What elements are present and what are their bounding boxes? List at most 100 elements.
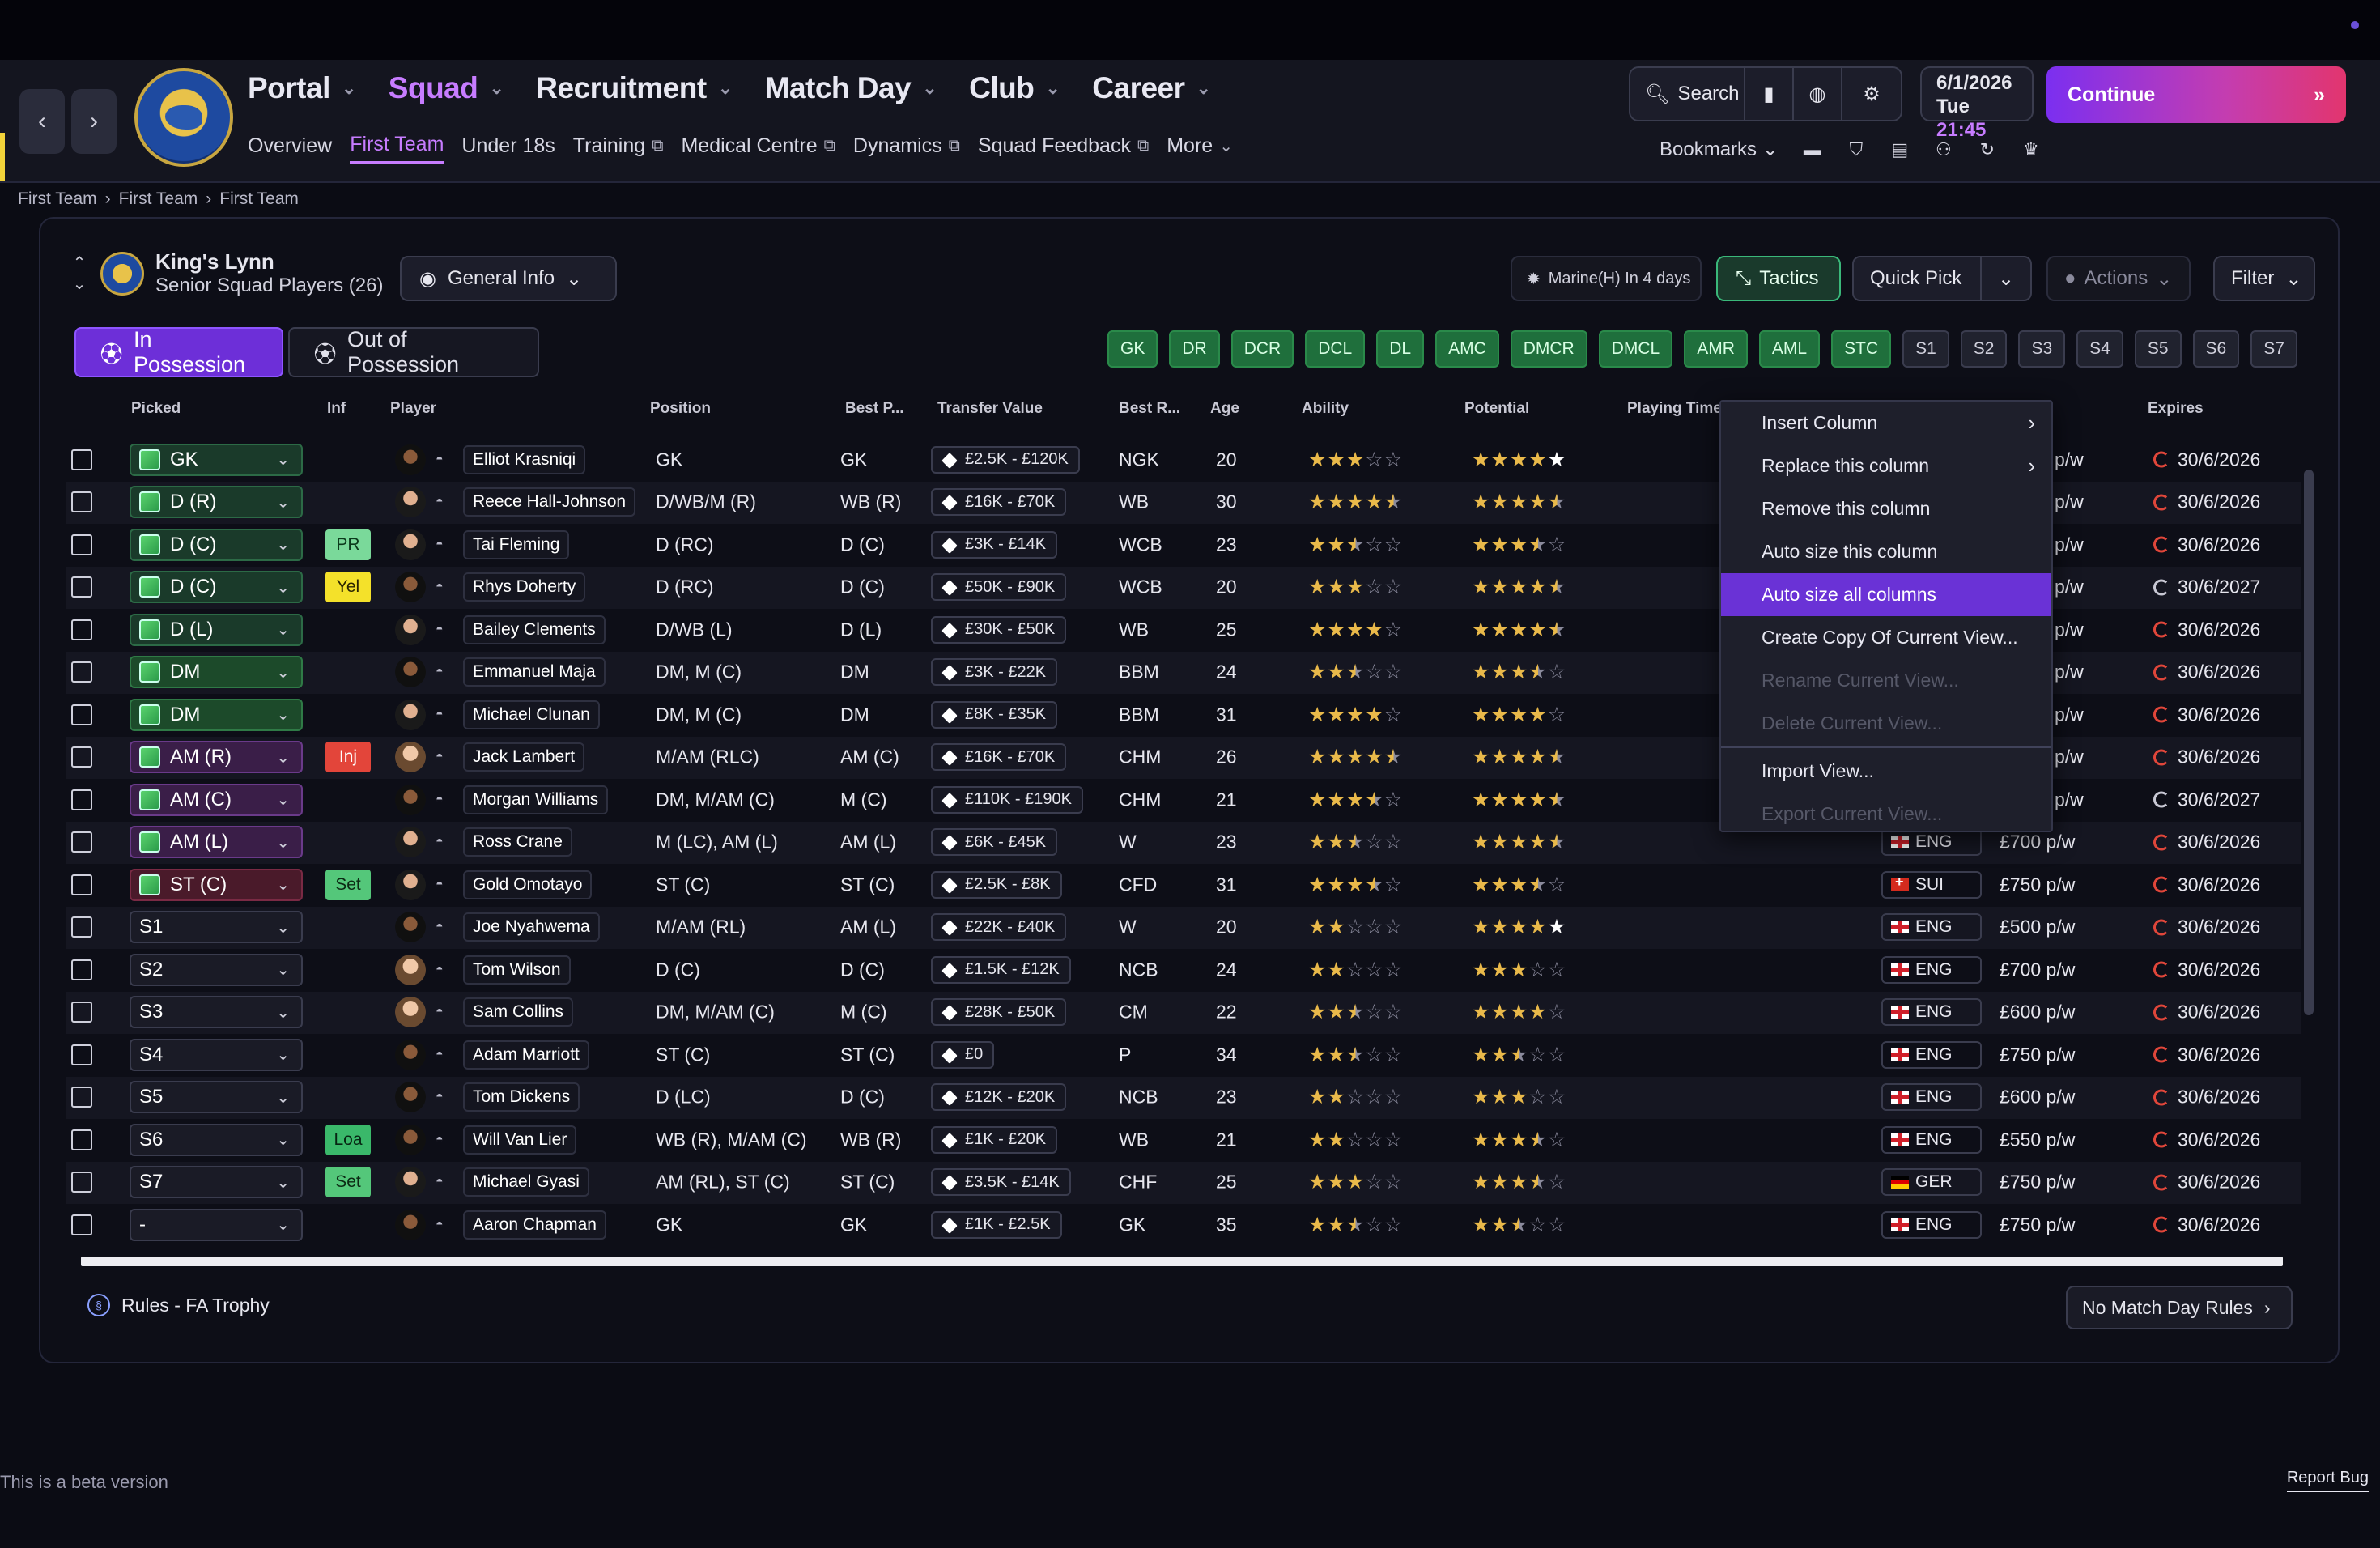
table-row[interactable]: S6 ⌄ Loa ◓ Will Van Lier WB (R), M/AM (C) WB (… [66, 1119, 2301, 1162]
trophy-icon[interactable]: ♛ [2022, 138, 2039, 159]
player-name-link[interactable]: Morgan Williams [463, 785, 609, 814]
info-badge[interactable]: Set [325, 869, 371, 900]
position-chip-dcl[interactable]: DCL [1305, 330, 1366, 368]
subnav-under-18s[interactable]: Under 18s [461, 133, 555, 164]
col-expires[interactable]: Expires [2148, 400, 2204, 417]
rules-link[interactable]: § Rules - FA Trophy [87, 1294, 270, 1316]
player-name-link[interactable]: Tom Wilson [463, 955, 571, 985]
shirt-icon[interactable]: ⛉ [1849, 138, 1864, 159]
row-checkbox[interactable] [71, 1044, 92, 1065]
row-checkbox[interactable] [71, 746, 92, 768]
position-chip-s5[interactable]: S5 [2134, 330, 2182, 368]
row-checkbox[interactable] [71, 661, 92, 683]
subnav-first-team[interactable]: First Team [350, 133, 444, 164]
picked-dropdown[interactable]: - ⌄ [130, 1208, 303, 1241]
inbox-button[interactable]: ▮ [1745, 68, 1794, 120]
info-badge[interactable]: Inj [325, 742, 371, 773]
player-name-link[interactable]: Tom Dickens [463, 1082, 580, 1112]
position-chip-dl[interactable]: DL [1376, 330, 1425, 368]
position-chip-s3[interactable]: S3 [2018, 330, 2066, 368]
picked-dropdown[interactable]: D (C) ⌄ [130, 571, 303, 604]
position-chip-dmcr[interactable]: DMCR [1510, 330, 1587, 368]
no-match-day-rules-button[interactable]: No Match Day Rules › [2066, 1286, 2293, 1329]
position-chip-gk[interactable]: GK [1107, 330, 1158, 368]
col-age[interactable]: Age [1210, 400, 1239, 417]
club-switcher[interactable]: ⌃ ⌄ [70, 253, 89, 295]
col-inf[interactable]: Inf [327, 400, 346, 417]
nav-career[interactable]: Career ⌄ [1092, 71, 1211, 105]
subnav-overview[interactable]: Overview [248, 133, 332, 164]
info-badge[interactable]: Set [325, 1167, 371, 1198]
tactics-button[interactable]: ⤡ Tactics [1716, 256, 1841, 301]
position-chip-s1[interactable]: S1 [1902, 330, 1949, 368]
player-name-link[interactable]: Tai Fleming [463, 529, 570, 559]
table-row[interactable]: S1 ⌄ ◓ Joe Nyahwema M/AM (RL) AM (L) £22K - £4… [66, 906, 2301, 949]
row-checkbox[interactable] [71, 874, 92, 895]
breadcrumb-item[interactable]: First Team [18, 189, 97, 208]
row-checkbox[interactable] [71, 1129, 92, 1150]
info-badge[interactable]: Loa [325, 1124, 371, 1155]
picked-dropdown[interactable]: S6 ⌄ [130, 1123, 303, 1156]
picked-dropdown[interactable]: S3 ⌄ [130, 996, 303, 1029]
staff-icon[interactable]: ⚇ [1935, 138, 1952, 159]
row-checkbox[interactable] [71, 1172, 92, 1193]
out-of-possession-tab[interactable]: ⚽︎ Out of Possession [288, 327, 539, 377]
position-chip-stc[interactable]: STC [1831, 330, 1892, 368]
forward-button[interactable]: › [71, 89, 117, 154]
refresh-icon[interactable]: ↻ [1979, 138, 1995, 159]
filter-button[interactable]: Filter ⌄ [2213, 256, 2315, 301]
in-possession-tab[interactable]: ⚽︎ In Possession [74, 327, 283, 377]
col-position[interactable]: Position [650, 400, 711, 417]
table-row[interactable]: S7 ⌄ Set ◓ Michael Gyasi AM (RL), ST (C) ST (C… [66, 1161, 2301, 1204]
position-chip-s2[interactable]: S2 [1960, 330, 2008, 368]
report-bug-link[interactable]: Report Bug [2286, 1469, 2369, 1492]
player-name-link[interactable]: Emmanuel Maja [463, 657, 606, 687]
clipboard-icon[interactable]: ▤ [1891, 138, 1909, 159]
position-chip-s4[interactable]: S4 [2076, 330, 2123, 368]
player-name-link[interactable]: Elliot Krasniqi [463, 444, 586, 474]
picked-dropdown[interactable]: S7 ⌄ [130, 1166, 303, 1199]
picked-dropdown[interactable]: D (R) ⌄ [130, 486, 303, 519]
player-name-link[interactable]: Reece Hall-Johnson [463, 487, 636, 517]
position-chip-dmcl[interactable]: DMCL [1598, 330, 1673, 368]
picked-dropdown[interactable]: DM ⌄ [130, 656, 303, 689]
player-name-link[interactable]: Joe Nyahwema [463, 912, 600, 942]
breadcrumb-item[interactable]: First Team [118, 189, 198, 208]
picked-dropdown[interactable]: S1 ⌄ [130, 911, 303, 944]
position-chip-amr[interactable]: AMR [1684, 330, 1748, 368]
subnav-dynamics[interactable]: Dynamics ⧉ [853, 133, 960, 164]
picked-dropdown[interactable]: AM (C) ⌄ [130, 783, 303, 816]
player-name-link[interactable]: Michael Gyasi [463, 1167, 589, 1197]
menu-item-insert-column[interactable]: Insert Column › [1721, 402, 2051, 444]
date-display[interactable]: 6/1/2026 Tue 21:45 [1920, 66, 2034, 141]
row-checkbox[interactable] [71, 491, 92, 513]
picked-dropdown[interactable]: GK ⌄ [130, 443, 303, 476]
next-match[interactable]: ✹ Marine(H) In 4 days [1511, 256, 1702, 301]
col-best-role[interactable]: Best R... [1119, 400, 1181, 417]
player-name-link[interactable]: Gold Omotayo [463, 870, 593, 899]
player-name-link[interactable]: Michael Clunan [463, 700, 600, 729]
row-checkbox[interactable] [71, 789, 92, 810]
info-badge[interactable]: Yel [325, 572, 371, 603]
nav-match-day[interactable]: Match Day ⌄ [765, 71, 937, 105]
table-row[interactable]: S2 ⌄ ◓ Tom Wilson D (C) D (C) £1.5K - £12K NCB 2… [66, 949, 2301, 992]
nav-recruitment[interactable]: Recruitment ⌄ [536, 71, 733, 105]
row-checkbox[interactable] [71, 916, 92, 938]
table-row[interactable]: D (L) ⌄ ◓ Bailey Clements D/WB (L) D (L) £30K … [66, 609, 2301, 652]
picked-dropdown[interactable]: D (L) ⌄ [130, 613, 303, 646]
search-button[interactable]: 🔍︎ Search [1630, 68, 1745, 120]
player-name-link[interactable]: Rhys Doherty [463, 572, 586, 602]
view-selector[interactable]: ◉ General Info ⌄ [400, 256, 617, 301]
col-playing-time[interactable]: Playing Time [1627, 400, 1722, 417]
position-chip-s7[interactable]: S7 [2250, 330, 2297, 368]
row-checkbox[interactable] [71, 576, 92, 598]
position-chip-amc[interactable]: AMC [1435, 330, 1499, 368]
player-name-link[interactable]: Will Van Lier [463, 1125, 577, 1155]
picked-dropdown[interactable]: S5 ⌄ [130, 1081, 303, 1114]
table-row[interactable]: S3 ⌄ ◓ Sam Collins DM, M/AM (C) M (C) £28K - £… [66, 991, 2301, 1034]
row-checkbox[interactable] [71, 1087, 92, 1108]
col-potential[interactable]: Potential [1464, 400, 1530, 417]
row-checkbox[interactable] [71, 831, 92, 853]
table-row[interactable]: DM ⌄ ◓ Michael Clunan DM, M (C) DM £8K - £35K B… [66, 694, 2301, 737]
menu-item-replace-this-column[interactable]: Replace this column › [1721, 444, 2051, 487]
